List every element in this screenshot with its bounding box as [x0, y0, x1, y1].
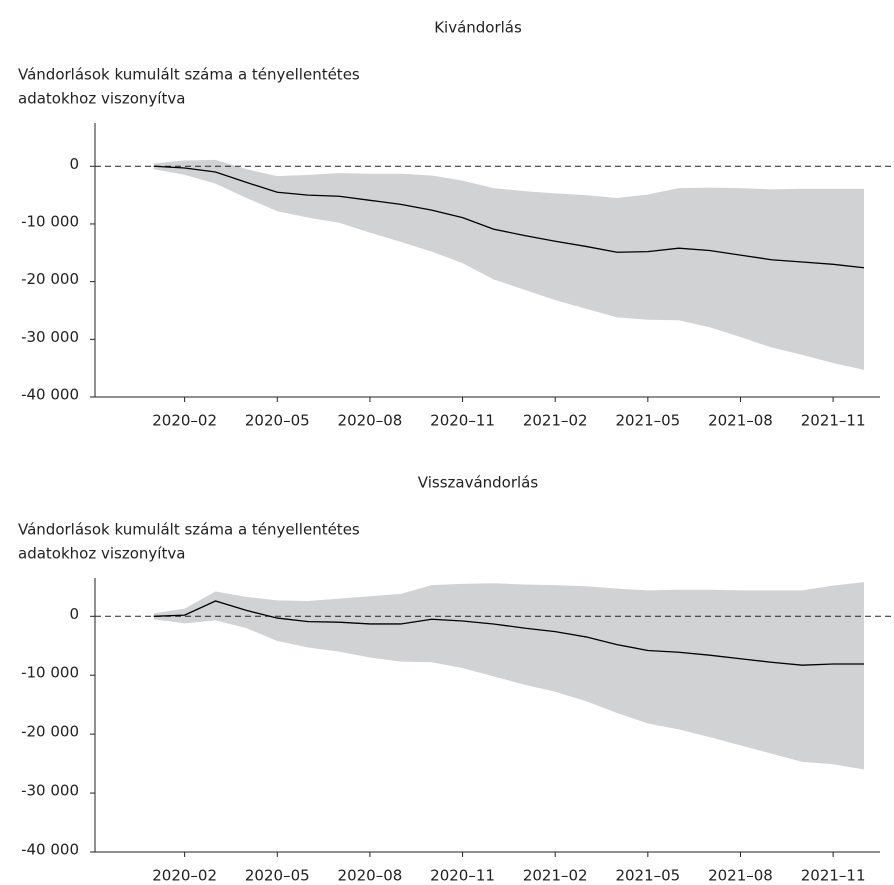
y-tick-label: 0	[69, 155, 79, 173]
line	[153, 165, 865, 269]
x-tick-label: 2021–02	[523, 412, 588, 430]
y-axis-label: Vándorlások kumulált száma a tényellenté…	[18, 521, 360, 539]
x-tick-label: 2020–02	[152, 412, 217, 430]
x-tick-label: 2020–11	[430, 412, 495, 430]
y-tick-label: -40 000	[21, 386, 79, 404]
x-tick-label: 2021–11	[801, 867, 866, 885]
y-tick-label: -10 000	[21, 664, 79, 682]
chart-title: Visszavándorlás	[418, 474, 539, 492]
y-tick-label: -20 000	[21, 723, 79, 741]
x-tick-label: 2020–11	[430, 867, 495, 885]
x-tick-label: 2021–08	[708, 867, 773, 885]
y-axis-label: adatokhoz viszonyítva	[18, 545, 185, 563]
x-tick-label: 2020–05	[245, 412, 310, 430]
x-tick-label: 2020–08	[338, 412, 403, 430]
x-tick-label: 2021–05	[615, 412, 680, 430]
x-tick-label: 2021–02	[523, 867, 588, 885]
confidence-band	[153, 159, 864, 370]
confidence-band	[153, 582, 864, 770]
y-axis-label: Vándorlások kumulált száma a tényellenté…	[18, 66, 360, 84]
x-tick-label: 2020–02	[152, 867, 217, 885]
y-tick-label: -30 000	[21, 328, 79, 346]
y-axis-label: adatokhoz viszonyítva	[18, 90, 185, 108]
x-tick-label: 2020–08	[338, 867, 403, 885]
y-tick-label: -10 000	[21, 212, 79, 230]
y-tick-label: 0	[69, 605, 79, 623]
x-tick-label: 2020–05	[245, 867, 310, 885]
x-tick-label: 2021–05	[615, 867, 680, 885]
y-tick-label: -40 000	[21, 841, 79, 859]
line	[153, 600, 864, 666]
y-tick-label: -20 000	[21, 270, 79, 288]
y-tick-label: -30 000	[21, 782, 79, 800]
chart-title: Kivándorlás	[434, 19, 522, 37]
x-tick-label: 2021–08	[708, 412, 773, 430]
x-tick-label: 2021–11	[801, 412, 866, 430]
